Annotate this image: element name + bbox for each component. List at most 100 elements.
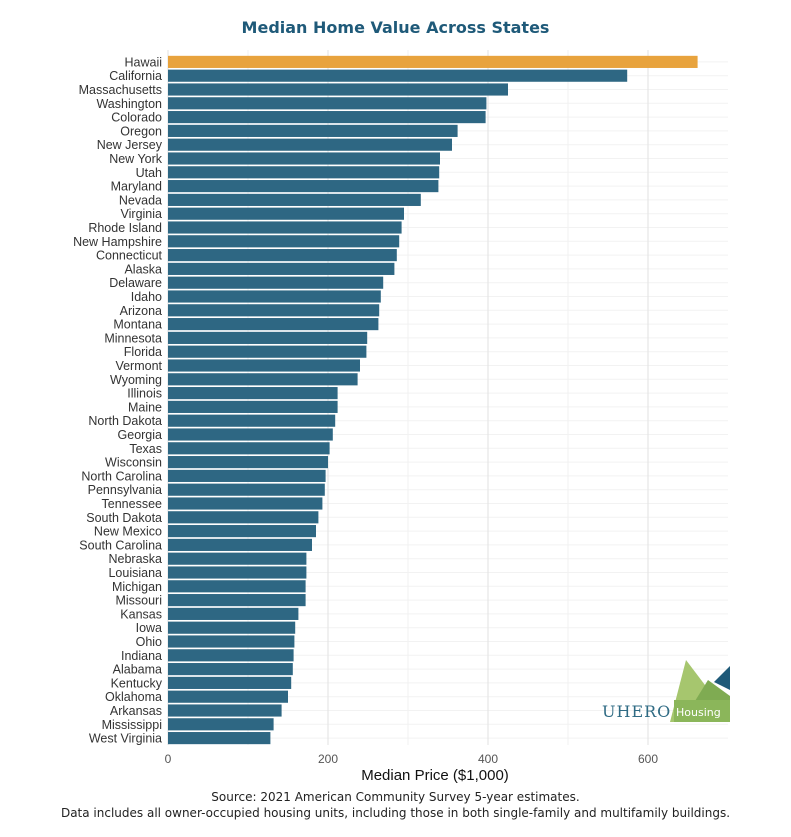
- x-tick-label: 0: [165, 752, 172, 766]
- bars-group: [168, 55, 698, 745]
- bar-minnesota: [168, 331, 368, 344]
- state-label: North Dakota: [88, 414, 162, 428]
- state-label: Tennessee: [102, 497, 163, 511]
- state-label: Idaho: [131, 290, 162, 304]
- bar-new-jersey: [168, 138, 452, 151]
- bar-arkansas: [168, 704, 282, 717]
- state-label: Utah: [136, 166, 162, 180]
- bar-mississippi: [168, 718, 274, 731]
- bar-kansas: [168, 607, 299, 620]
- state-label: Minnesota: [104, 331, 162, 345]
- state-label: Iowa: [136, 621, 162, 635]
- bar-west-virginia: [168, 732, 271, 745]
- bar-ohio: [168, 635, 295, 648]
- bar-texas: [168, 442, 330, 455]
- state-label: Rhode Island: [88, 221, 162, 235]
- bar-north-carolina: [168, 469, 326, 482]
- state-label: Nebraska: [109, 552, 163, 566]
- bar-arizona: [168, 304, 380, 317]
- state-label: Michigan: [112, 580, 162, 594]
- bar-idaho: [168, 290, 381, 303]
- bar-south-carolina: [168, 538, 312, 551]
- state-label: Maryland: [111, 180, 162, 194]
- bar-michigan: [168, 580, 306, 593]
- bar-delaware: [168, 276, 384, 289]
- state-label: Georgia: [118, 428, 163, 442]
- bar-chart: HawaiiCaliforniaMassachusettsWashingtonC…: [73, 50, 728, 784]
- state-label: Washington: [96, 97, 162, 111]
- state-label: Oregon: [120, 124, 162, 138]
- x-tick-label: 200: [318, 752, 338, 766]
- state-label: New Mexico: [94, 525, 162, 539]
- bar-maine: [168, 400, 338, 413]
- state-label: Kentucky: [111, 676, 163, 690]
- bar-indiana: [168, 649, 294, 662]
- state-label: Nevada: [119, 193, 162, 207]
- uhero-logo: UHERO Housing: [602, 660, 732, 722]
- state-label: Virginia: [121, 207, 163, 221]
- bar-massachusetts: [168, 83, 508, 96]
- bar-oregon: [168, 124, 458, 137]
- x-axis-label: Median Price ($1,000): [361, 767, 509, 784]
- logo-sub: Housing: [676, 706, 721, 719]
- state-label: Montana: [113, 318, 162, 332]
- state-label: California: [109, 69, 162, 83]
- logo-name: UHERO: [602, 702, 672, 721]
- bar-maryland: [168, 180, 439, 193]
- state-label: Maine: [128, 400, 162, 414]
- bar-utah: [168, 166, 440, 179]
- bar-missouri: [168, 594, 306, 607]
- state-label: Kansas: [120, 607, 162, 621]
- bar-washington: [168, 97, 487, 110]
- state-label: Delaware: [109, 276, 162, 290]
- mountain-logo-icon: [670, 660, 730, 722]
- bar-nevada: [168, 193, 421, 206]
- state-label: West Virginia: [89, 732, 162, 746]
- bar-kentucky: [168, 676, 292, 689]
- state-label: Pennsylvania: [88, 483, 162, 497]
- bar-vermont: [168, 359, 360, 372]
- state-label: Indiana: [121, 649, 162, 663]
- state-label: New Jersey: [97, 138, 163, 152]
- state-label: Wisconsin: [105, 456, 162, 470]
- x-tick-labels: 0 200 400 600: [165, 752, 659, 766]
- bar-florida: [168, 345, 367, 358]
- state-label: Missouri: [115, 594, 162, 608]
- bar-north-dakota: [168, 414, 336, 427]
- state-label: Wyoming: [110, 373, 162, 387]
- bar-nebraska: [168, 552, 307, 565]
- bar-new-hampshire: [168, 235, 400, 248]
- bar-georgia: [168, 428, 333, 441]
- state-label: Massachusetts: [79, 83, 162, 97]
- state-label: Connecticut: [96, 249, 163, 263]
- state-labels: HawaiiCaliforniaMassachusettsWashingtonC…: [73, 55, 163, 745]
- state-label: Texas: [129, 442, 162, 456]
- state-label: Vermont: [115, 359, 162, 373]
- bar-alaska: [168, 262, 395, 275]
- bar-california: [168, 69, 628, 82]
- bar-iowa: [168, 621, 296, 634]
- chart-title: Median Home Value Across States: [241, 18, 550, 37]
- state-label: Illinois: [127, 387, 162, 401]
- state-label: Florida: [124, 345, 162, 359]
- x-tick-label: 400: [478, 752, 498, 766]
- state-label: Louisiana: [108, 566, 162, 580]
- state-label: Ohio: [136, 635, 162, 649]
- state-label: Arizona: [120, 304, 162, 318]
- state-label: New York: [109, 152, 163, 166]
- bar-louisiana: [168, 566, 307, 579]
- bar-illinois: [168, 387, 338, 400]
- state-label: Colorado: [111, 111, 162, 125]
- bar-wyoming: [168, 373, 358, 386]
- bar-colorado: [168, 111, 486, 124]
- state-label: Oklahoma: [105, 690, 162, 704]
- bar-connecticut: [168, 249, 397, 262]
- bar-south-dakota: [168, 511, 319, 524]
- x-tick-label: 600: [638, 752, 658, 766]
- data-note: Data includes all owner-occupied housing…: [60, 806, 731, 820]
- state-label: New Hampshire: [73, 235, 162, 249]
- state-label: Mississippi: [102, 718, 162, 732]
- bar-rhode-island: [168, 221, 402, 234]
- bar-oklahoma: [168, 690, 288, 703]
- bar-montana: [168, 318, 379, 331]
